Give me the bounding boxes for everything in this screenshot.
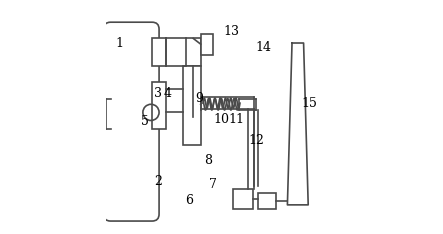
Text: 12: 12	[248, 134, 264, 147]
FancyBboxPatch shape	[201, 34, 214, 55]
Text: 1: 1	[116, 37, 124, 50]
Text: 14: 14	[255, 41, 271, 54]
Text: 6: 6	[185, 194, 193, 207]
Text: 5: 5	[141, 115, 149, 128]
Text: 15: 15	[301, 97, 317, 110]
Text: 7: 7	[209, 178, 217, 190]
FancyBboxPatch shape	[152, 82, 166, 128]
Text: 3: 3	[154, 87, 162, 100]
Text: 13: 13	[224, 25, 240, 38]
FancyBboxPatch shape	[233, 189, 253, 209]
Text: 10: 10	[214, 113, 229, 126]
Text: 9: 9	[196, 92, 203, 105]
Text: 2: 2	[154, 175, 162, 188]
Text: 4: 4	[163, 87, 171, 100]
Text: 11: 11	[229, 113, 245, 126]
FancyBboxPatch shape	[152, 38, 166, 66]
Text: 8: 8	[204, 154, 212, 168]
FancyBboxPatch shape	[259, 193, 276, 209]
FancyBboxPatch shape	[104, 22, 159, 221]
FancyBboxPatch shape	[183, 66, 201, 145]
FancyBboxPatch shape	[186, 38, 201, 66]
